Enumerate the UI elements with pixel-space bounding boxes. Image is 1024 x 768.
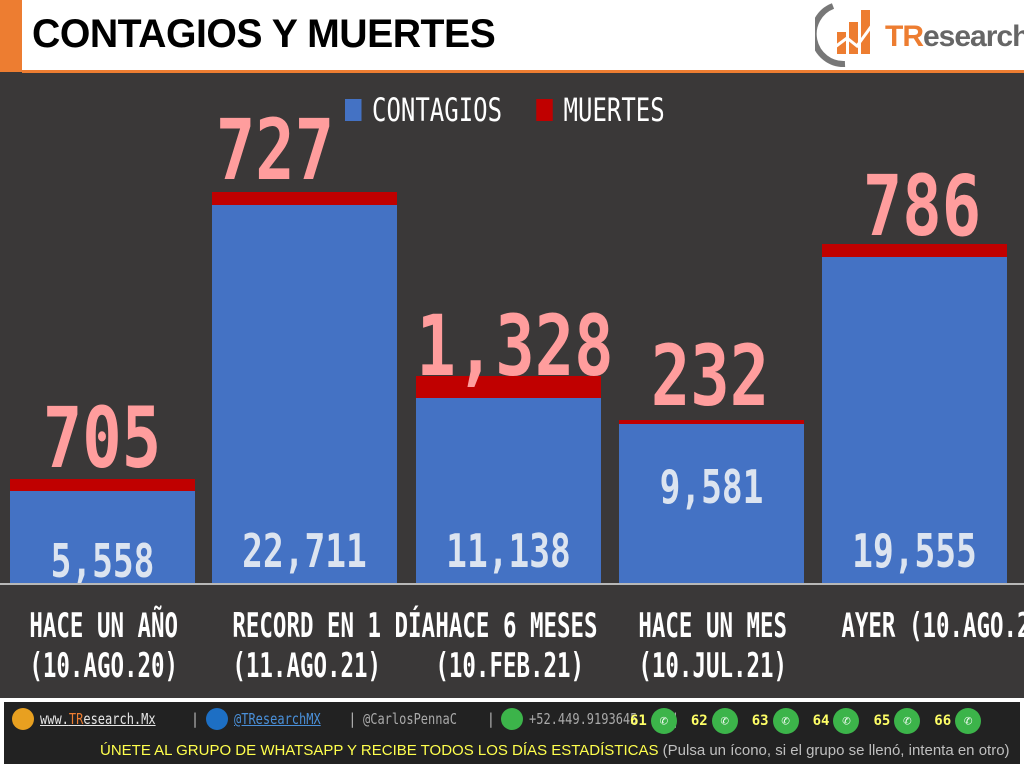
chart-logo-icon <box>810 3 875 68</box>
accent-bar <box>0 0 22 72</box>
cases-label: 11,138 <box>446 524 571 578</box>
bar-ayer <box>822 244 1007 584</box>
bar-record <box>212 192 397 584</box>
bar-hace-6-meses <box>416 376 601 584</box>
category-label: HACE UN MES (10.JUL.21) <box>638 606 788 686</box>
join-whatsapp-text: ÚNETE AL GRUPO DE WHATSAPP Y RECIBE TODO… <box>100 742 1010 759</box>
deaths-label: 727 <box>215 101 335 199</box>
whatsapp-icon: ✆ <box>772 708 799 734</box>
bar-hace-un-ano <box>10 479 195 584</box>
website-link[interactable]: www.TResearch.Mx <box>40 710 156 728</box>
bar-hace-un-mes <box>619 420 804 584</box>
whatsapp-group-61[interactable]: 61 ✆ <box>630 708 677 734</box>
tresearch-logo: TResearch <box>810 2 1024 68</box>
whatsapp-icon: ✆ <box>711 708 738 734</box>
page-title: CONTAGIOS Y MUERTES <box>32 12 496 56</box>
header-rule <box>22 70 1024 73</box>
deaths-label: 232 <box>650 327 770 425</box>
category-label: HACE 6 MESES (10.FEB.21) <box>435 606 598 686</box>
phone-icon <box>501 708 524 730</box>
twitter-handle-2[interactable]: @CarlosPennaC <box>362 710 457 728</box>
logo-tr: TR <box>885 20 924 53</box>
whatsapp-group-62[interactable]: 62 ✆ <box>691 708 738 734</box>
twitter-link[interactable]: @TResearchMX <box>233 710 321 728</box>
category-label: AYER (10.AGO.21) <box>841 606 1024 646</box>
header: CONTAGIOS Y MUERTES TResearch <box>0 0 1024 73</box>
whatsapp-groups: 61 ✆ 62 ✆ 63 ✆ 64 ✆ 65 ✆ 66 ✆ <box>630 708 982 734</box>
deaths-label: 1,328 <box>416 297 614 395</box>
legend: CONTAGIOS MUERTES <box>345 91 692 129</box>
twitter-icon <box>205 708 228 730</box>
footer: www.TResearch.Mx | @TResearchMX | @Carlo… <box>0 698 1024 768</box>
whatsapp-icon: ✆ <box>833 708 860 734</box>
whatsapp-group-65[interactable]: 65 ✆ <box>873 708 921 734</box>
category-label: HACE UN AÑO (10.AGO.20) <box>29 606 179 686</box>
cases-label: 9,581 <box>659 460 764 514</box>
phone-number: +52.449.9193645 <box>529 710 638 728</box>
whatsapp-group-66[interactable]: 66 ✆ <box>934 708 982 734</box>
cases-label: 5,558 <box>50 534 155 588</box>
legend-contagios: CONTAGIOS <box>345 91 502 129</box>
deaths-label: 705 <box>42 389 162 487</box>
category-label: RECORD EN 1 DÍA (11.AGO.21) <box>232 606 436 686</box>
legend-muertes: MUERTES <box>536 91 665 129</box>
cases-label: 19,555 <box>852 524 977 578</box>
logo-esearch: esearch <box>923 20 1024 53</box>
globe-icon <box>12 708 34 730</box>
whatsapp-group-63[interactable]: 63 ✆ <box>752 708 799 734</box>
whatsapp-icon: ✆ <box>650 708 677 734</box>
whatsapp-icon: ✆ <box>894 708 921 734</box>
cases-label: 22,711 <box>242 524 367 578</box>
deaths-label: 786 <box>862 157 982 255</box>
whatsapp-icon: ✆ <box>955 708 982 734</box>
x-axis <box>0 583 1024 585</box>
stacked-bar-chart: CONTAGIOS MUERTES 705 5,558 727 22,711 1… <box>0 76 1024 698</box>
whatsapp-group-64[interactable]: 64 ✆ <box>813 708 860 734</box>
